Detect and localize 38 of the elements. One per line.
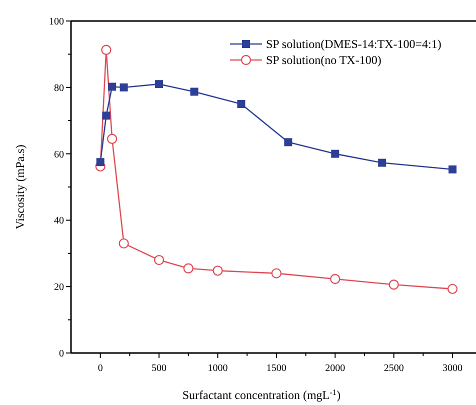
point	[118, 238, 129, 249]
x-tick-label: 1000	[208, 363, 228, 374]
point	[102, 112, 110, 120]
point	[448, 165, 457, 174]
point	[237, 100, 246, 108]
x-tick-label: 2500	[384, 363, 404, 374]
x-tick-label: 3000	[442, 363, 463, 374]
point	[447, 284, 458, 294]
point	[388, 280, 399, 290]
y-tick-label: 80	[54, 82, 64, 94]
point	[108, 82, 116, 91]
x-axis-title: Surfactant concentration (mgL$^{-1}$)	[182, 388, 341, 402]
point	[284, 138, 292, 146]
y-tick-label: 100	[49, 16, 64, 28]
point	[330, 274, 340, 284]
x-tick-label: 500	[152, 363, 167, 374]
point	[190, 88, 198, 96]
x-tick-label: 2000	[325, 363, 346, 374]
point	[120, 83, 128, 92]
legend-label: SP solution(no TX-100)	[266, 53, 382, 67]
y-axis-title: Viscosity (mPa.s)	[13, 144, 27, 230]
x-tick-label: 1500	[266, 363, 286, 374]
point	[101, 44, 112, 55]
y-tick-label: 60	[54, 149, 64, 160]
y-tick-label: 0	[59, 348, 64, 360]
point	[154, 254, 164, 266]
point	[155, 80, 164, 88]
point	[106, 134, 118, 144]
point	[378, 158, 386, 167]
x-tick-label: 0	[98, 363, 103, 374]
legend-label: SP solution(DMES-14:TX-100=4:1)	[266, 37, 442, 51]
point	[212, 266, 223, 276]
y-tick-label: 40	[54, 216, 64, 227]
point	[331, 150, 340, 158]
point	[183, 263, 194, 274]
point	[96, 158, 104, 166]
y-tick-label: 20	[54, 282, 64, 294]
point	[271, 268, 282, 278]
